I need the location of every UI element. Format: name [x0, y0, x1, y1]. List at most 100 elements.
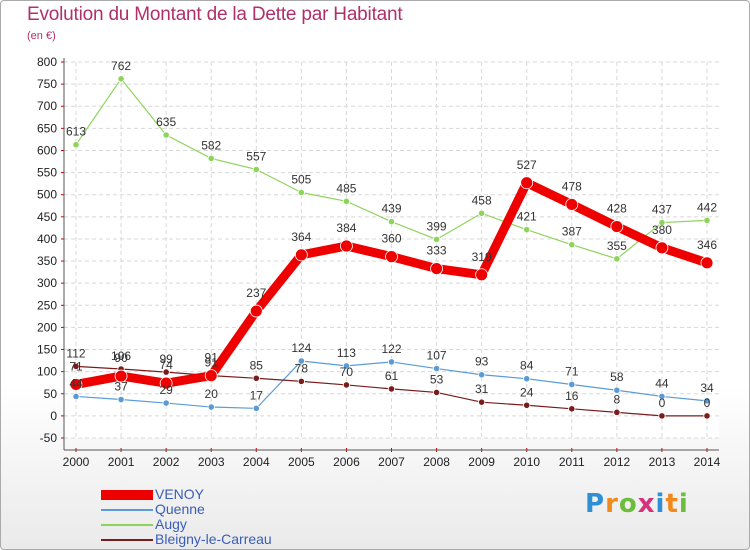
- y-tick-label: 50: [44, 387, 58, 401]
- legend-swatch-bleigny: [101, 539, 153, 541]
- data-label-quenne: 17: [250, 388, 264, 402]
- data-point-augy: [297, 188, 305, 197]
- data-point-bleigny-le-carreau: [703, 412, 711, 420]
- y-tick-label: 800: [37, 55, 57, 69]
- data-point-quenne: [72, 392, 80, 401]
- data-point-bleigny-le-carreau: [162, 368, 170, 376]
- data-label-bleigny-le-carreau: 0: [704, 396, 711, 410]
- data-label-quenne: 113: [337, 346, 356, 360]
- x-tick-label: 2009: [468, 455, 495, 469]
- x-tick-label: 2004: [243, 455, 270, 469]
- data-point-augy: [252, 165, 260, 174]
- data-label-augy: 635: [156, 115, 176, 129]
- data-label-venoy: 237: [246, 286, 266, 300]
- legend-label-augy: Augy: [155, 516, 187, 532]
- y-tick-label: 650: [37, 121, 57, 135]
- data-label-quenne: 93: [475, 355, 489, 369]
- data-label-venoy: 428: [607, 202, 627, 216]
- data-point-bleigny-le-carreau: [568, 405, 576, 413]
- legend-swatch-quenne: [101, 509, 153, 511]
- legend-item-quenne: Quenne: [101, 501, 361, 517]
- data-label-bleigny-le-carreau: 99: [159, 352, 173, 366]
- data-point-bleigny-le-carreau: [478, 398, 486, 406]
- x-tick-label: 2007: [378, 455, 405, 469]
- data-label-quenne: 124: [291, 341, 311, 355]
- data-label-bleigny-le-carreau: 85: [250, 358, 264, 372]
- data-point-augy: [342, 197, 351, 205]
- data-point-augy: [162, 131, 170, 139]
- y-tick-label: 350: [37, 254, 57, 268]
- legend-label-quenne: Quenne: [155, 501, 205, 517]
- data-point-venoy: [159, 376, 173, 390]
- data-label-augy: 557: [246, 149, 266, 163]
- data-label-bleigny-le-carreau: 0: [659, 396, 666, 410]
- data-label-bleigny-le-carreau: 24: [520, 385, 534, 399]
- data-point-bleigny-le-carreau: [297, 377, 305, 385]
- data-label-augy: 387: [562, 225, 582, 239]
- data-label-quenne: 44: [69, 376, 83, 390]
- plot-area: [64, 62, 719, 438]
- data-point-venoy: [520, 176, 534, 190]
- logo-letter: t: [665, 489, 679, 519]
- data-point-venoy: [655, 241, 669, 255]
- data-label-bleigny-le-carreau: 78: [295, 361, 309, 375]
- data-point-venoy: [294, 248, 308, 262]
- legend-item-bleigny: Bleigny-le-Carreau: [101, 531, 361, 547]
- x-tick-label: 2010: [513, 455, 540, 469]
- x-tick-label: 2005: [288, 455, 315, 469]
- data-point-augy: [703, 216, 711, 224]
- data-point-bleigny-le-carreau: [387, 385, 396, 393]
- data-point-bleigny-le-carreau: [252, 374, 260, 382]
- legend-item-augy: Augy: [101, 516, 361, 532]
- data-point-venoy: [475, 268, 489, 282]
- proxiti-logo: Proxiti: [585, 489, 689, 519]
- data-label-venoy: 74: [159, 358, 173, 372]
- data-point-bleigny-le-carreau: [72, 362, 80, 370]
- data-point-quenne: [478, 371, 486, 379]
- data-point-augy: [117, 75, 125, 83]
- data-point-bleigny-le-carreau: [613, 408, 621, 416]
- y-tick-label: 550: [37, 166, 57, 180]
- x-tick-label: 2002: [153, 455, 180, 469]
- data-point-venoy: [249, 304, 263, 318]
- data-label-bleigny-le-carreau: 61: [385, 369, 399, 383]
- logo-letter: x: [637, 489, 656, 519]
- data-label-augy: 505: [291, 172, 311, 186]
- y-tick-label: 0: [50, 409, 57, 423]
- data-label-augy: 355: [607, 239, 627, 253]
- data-label-bleigny-le-carreau: 70: [340, 365, 354, 379]
- data-point-quenne: [342, 362, 351, 370]
- x-tick-label: 2008: [423, 455, 450, 469]
- data-label-augy: 399: [427, 219, 447, 233]
- data-label-bleigny-le-carreau: 16: [565, 389, 579, 403]
- data-point-quenne: [387, 358, 396, 366]
- data-label-augy: 762: [111, 59, 131, 73]
- data-point-augy: [478, 209, 486, 217]
- data-point-augy: [387, 218, 396, 226]
- data-label-bleigny-le-carreau: 31: [475, 382, 489, 396]
- data-point-augy: [207, 154, 215, 163]
- data-point-quenne: [117, 395, 125, 404]
- y-tick-label: 750: [37, 77, 57, 91]
- data-label-augy: 613: [66, 125, 86, 139]
- data-point-quenne: [252, 404, 260, 412]
- data-point-bleigny-le-carreau: [523, 401, 531, 409]
- data-label-venoy: 91: [205, 351, 219, 365]
- data-label-quenne: 107: [427, 349, 447, 363]
- data-label-augy: 437: [652, 203, 672, 217]
- data-label-augy: 582: [201, 138, 221, 152]
- y-tick-label: 300: [37, 276, 57, 290]
- data-label-bleigny-le-carreau: 53: [430, 372, 444, 386]
- data-label-venoy: 346: [697, 238, 717, 252]
- data-point-venoy: [340, 239, 353, 253]
- data-point-augy: [72, 141, 80, 149]
- data-label-quenne: 37: [114, 380, 128, 394]
- x-tick-label: 2003: [198, 455, 225, 469]
- data-label-augy: 485: [336, 181, 356, 195]
- data-label-venoy: 384: [336, 221, 356, 235]
- x-tick-label: 2013: [649, 455, 676, 469]
- y-tick-label: 100: [37, 365, 57, 379]
- data-label-venoy: 527: [517, 158, 537, 172]
